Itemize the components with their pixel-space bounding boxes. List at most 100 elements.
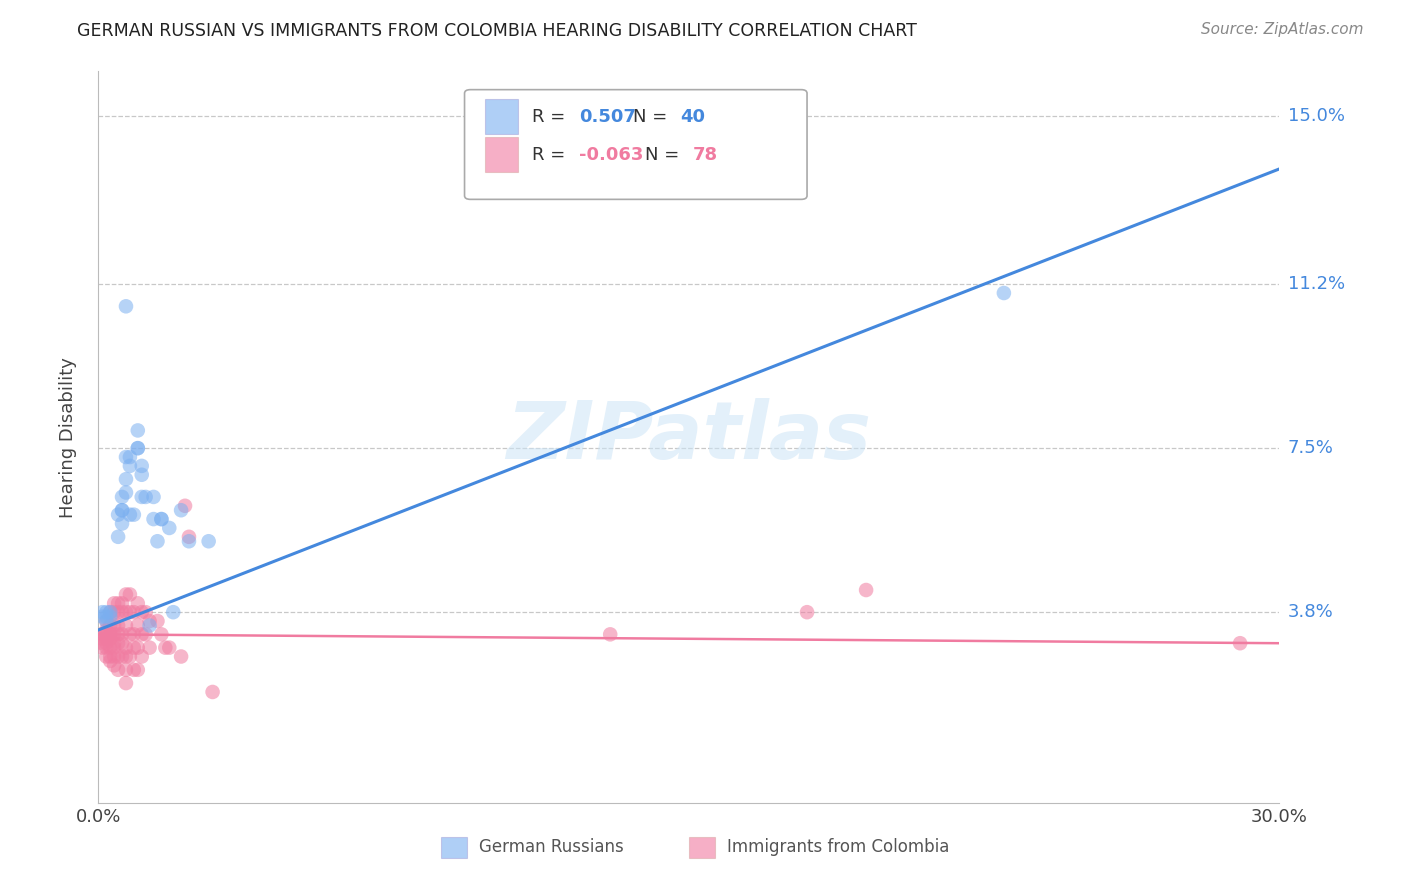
- Point: [107, 627, 129, 641]
- Point: [131, 490, 153, 504]
- Point: [115, 299, 138, 313]
- Point: [96, 627, 118, 641]
- Point: [122, 640, 145, 655]
- Point: [91, 605, 114, 619]
- Point: [197, 534, 219, 549]
- Text: ZIPatlas: ZIPatlas: [506, 398, 872, 476]
- Point: [111, 636, 134, 650]
- Point: [127, 663, 149, 677]
- FancyBboxPatch shape: [464, 90, 807, 200]
- Text: Source: ZipAtlas.com: Source: ZipAtlas.com: [1201, 22, 1364, 37]
- Point: [118, 649, 141, 664]
- Point: [118, 627, 141, 641]
- FancyBboxPatch shape: [485, 137, 517, 172]
- Point: [115, 649, 138, 664]
- Point: [107, 618, 129, 632]
- Point: [96, 614, 118, 628]
- Point: [111, 649, 134, 664]
- Point: [157, 521, 180, 535]
- Point: [131, 649, 153, 664]
- Text: 0.507: 0.507: [579, 108, 636, 126]
- Point: [118, 605, 141, 619]
- Point: [122, 627, 145, 641]
- Point: [138, 640, 160, 655]
- Text: German Russians: German Russians: [478, 838, 623, 856]
- Point: [115, 472, 138, 486]
- Point: [138, 618, 160, 632]
- Point: [98, 605, 121, 619]
- Text: N =: N =: [645, 145, 685, 164]
- Point: [127, 441, 149, 455]
- Point: [131, 605, 153, 619]
- Point: [174, 499, 197, 513]
- Point: [142, 490, 165, 504]
- Text: R =: R =: [531, 145, 571, 164]
- Point: [118, 450, 141, 464]
- Point: [127, 424, 149, 438]
- Point: [855, 582, 877, 597]
- Point: [170, 649, 193, 664]
- Point: [122, 663, 145, 677]
- Point: [111, 490, 134, 504]
- Text: GERMAN RUSSIAN VS IMMIGRANTS FROM COLOMBIA HEARING DISABILITY CORRELATION CHART: GERMAN RUSSIAN VS IMMIGRANTS FROM COLOMB…: [77, 22, 917, 40]
- Point: [127, 640, 149, 655]
- Point: [103, 605, 125, 619]
- Point: [111, 503, 134, 517]
- Point: [107, 663, 129, 677]
- Text: 7.5%: 7.5%: [1288, 439, 1334, 458]
- Point: [103, 649, 125, 664]
- Point: [98, 627, 121, 641]
- Point: [599, 627, 621, 641]
- Text: 11.2%: 11.2%: [1288, 275, 1346, 293]
- Point: [111, 596, 134, 610]
- Y-axis label: Hearing Disability: Hearing Disability: [59, 357, 77, 517]
- Point: [118, 458, 141, 473]
- Point: [115, 663, 138, 677]
- Point: [98, 618, 121, 632]
- Point: [122, 508, 145, 522]
- Point: [96, 623, 118, 637]
- Point: [138, 614, 160, 628]
- Point: [135, 605, 157, 619]
- Point: [118, 508, 141, 522]
- Point: [796, 605, 818, 619]
- Point: [146, 534, 169, 549]
- Point: [98, 627, 121, 641]
- Point: [127, 618, 149, 632]
- Point: [155, 640, 177, 655]
- Point: [118, 587, 141, 601]
- Point: [115, 485, 138, 500]
- Point: [177, 534, 200, 549]
- Point: [103, 658, 125, 673]
- Point: [150, 627, 173, 641]
- Point: [98, 654, 121, 668]
- Point: [162, 605, 184, 619]
- Point: [201, 685, 224, 699]
- Text: -0.063: -0.063: [579, 145, 644, 164]
- Point: [103, 636, 125, 650]
- Point: [115, 450, 138, 464]
- Point: [111, 627, 134, 641]
- Point: [96, 605, 118, 619]
- Point: [170, 503, 193, 517]
- Point: [91, 632, 114, 646]
- Text: R =: R =: [531, 108, 571, 126]
- Point: [96, 636, 118, 650]
- Point: [91, 609, 114, 624]
- Point: [107, 530, 129, 544]
- Point: [131, 467, 153, 482]
- Text: 15.0%: 15.0%: [1288, 107, 1344, 125]
- Point: [96, 614, 118, 628]
- Point: [177, 530, 200, 544]
- Point: [98, 605, 121, 619]
- Point: [111, 503, 134, 517]
- Point: [157, 640, 180, 655]
- Text: 78: 78: [693, 145, 717, 164]
- Point: [135, 490, 157, 504]
- Point: [107, 605, 129, 619]
- Point: [993, 285, 1015, 300]
- Point: [98, 640, 121, 655]
- FancyBboxPatch shape: [689, 838, 714, 858]
- Point: [91, 627, 114, 641]
- Point: [91, 627, 114, 641]
